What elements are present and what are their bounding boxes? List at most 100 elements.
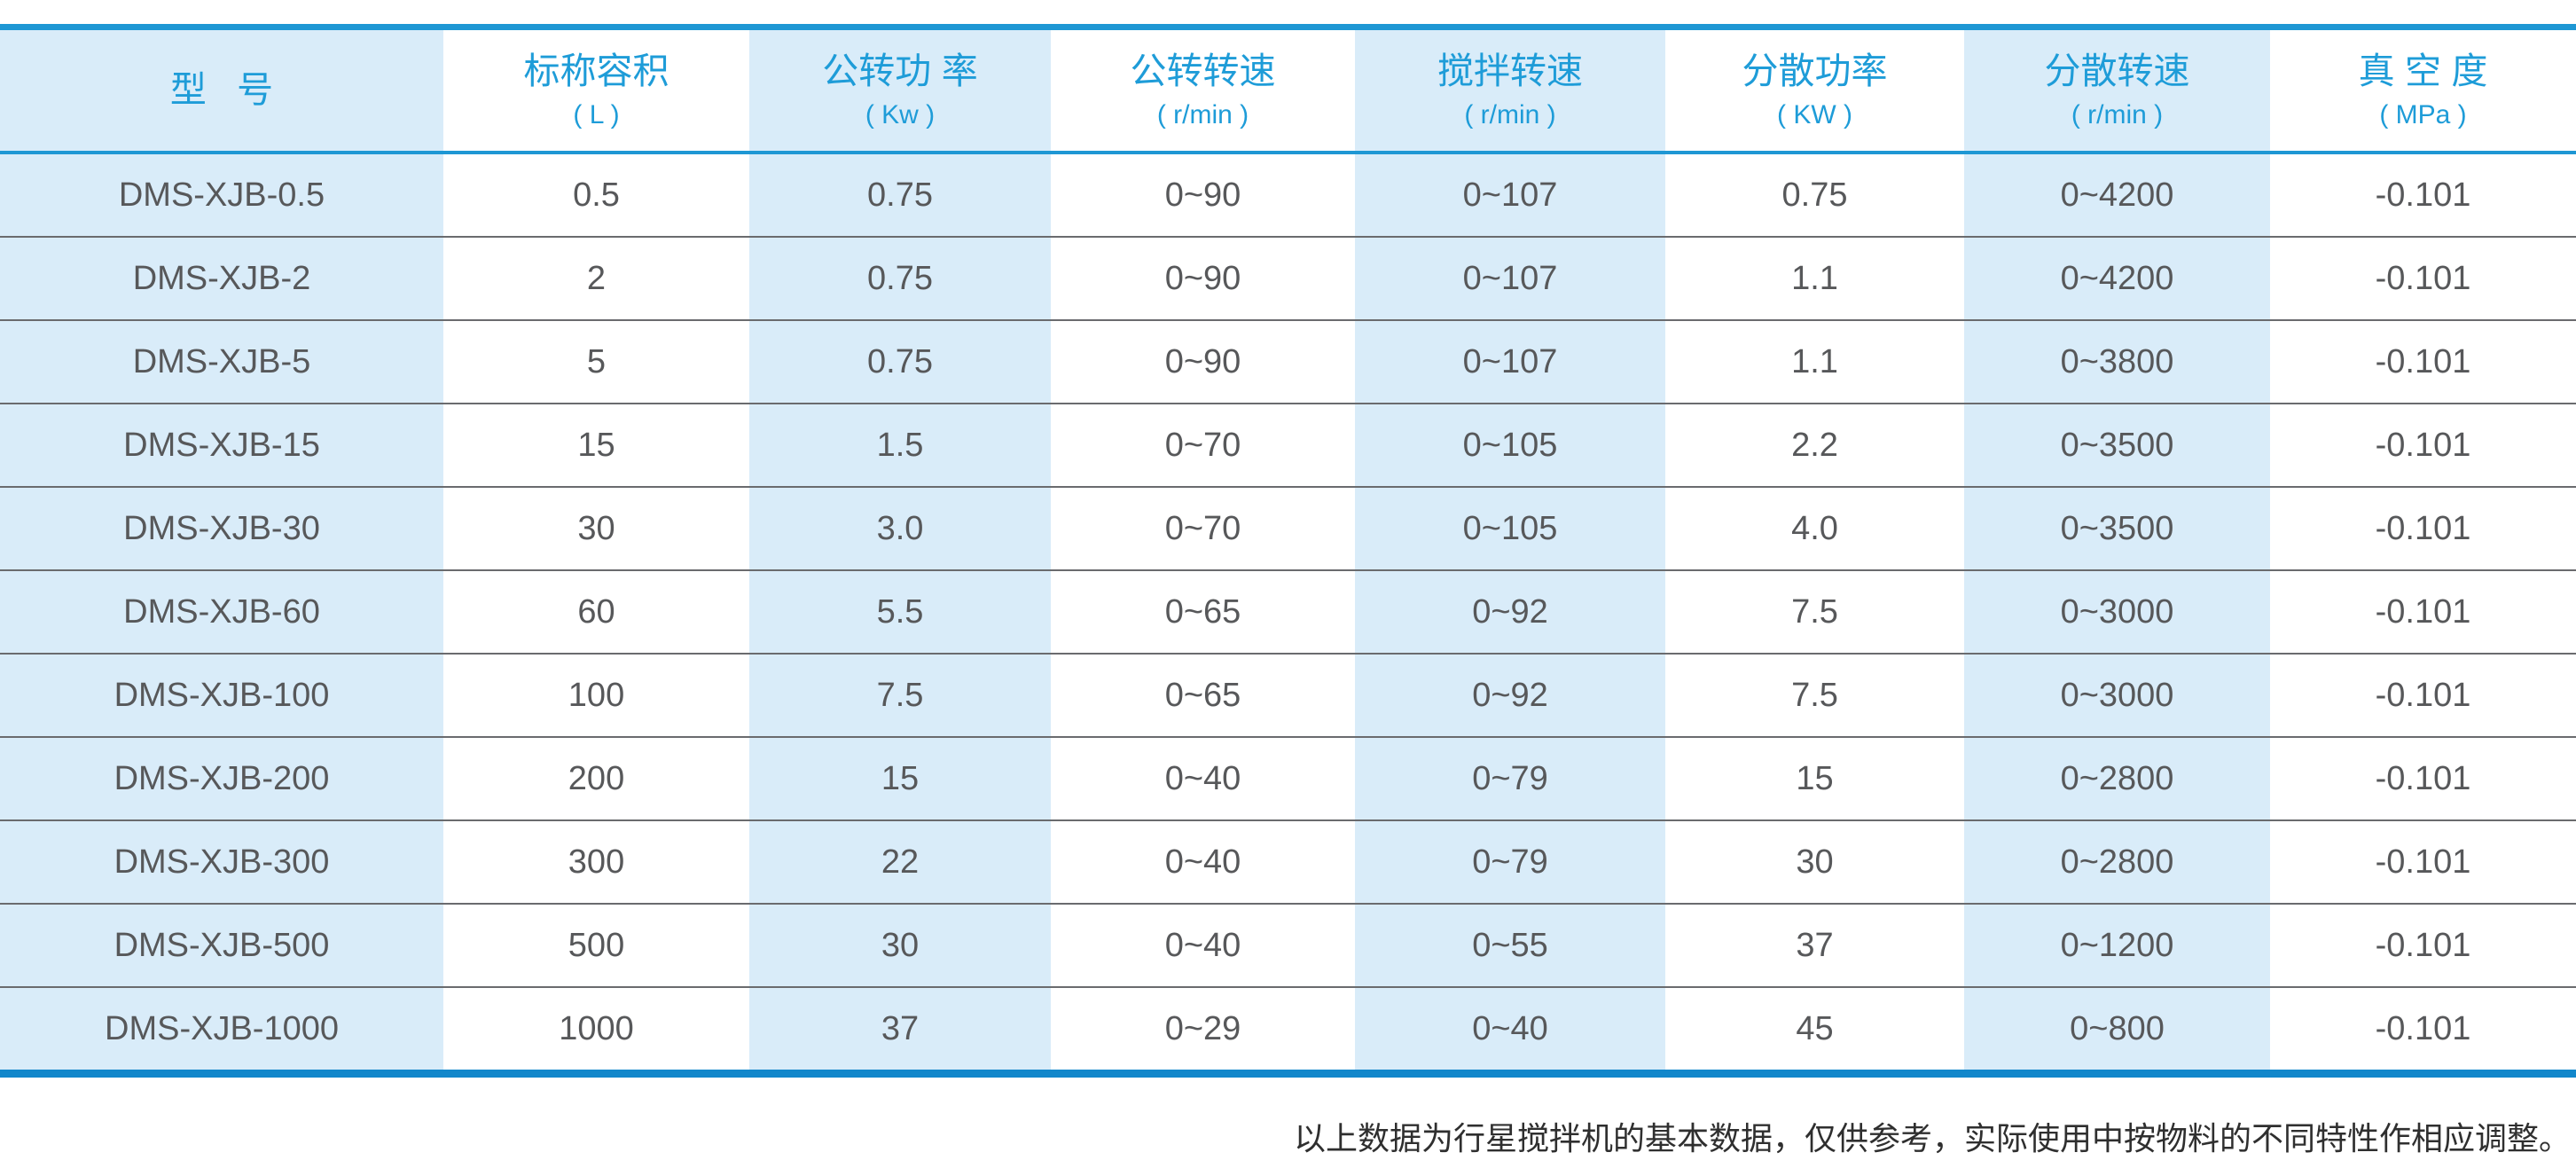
col-header-unit: ( r/min ) xyxy=(2071,99,2164,129)
value-cell: 0.5 xyxy=(573,176,620,214)
value-cell: 0.75 xyxy=(749,319,1051,404)
value-cell: 4.0 xyxy=(1665,486,1964,570)
value-cell: 0~40 xyxy=(1051,819,1355,904)
col-header-label: 分散功率 xyxy=(1742,51,1888,92)
value-cell: 0~90 xyxy=(1051,236,1355,320)
col-header-revolution-power: 公转功 率 ( Kw ) xyxy=(749,27,1051,154)
value-cell: 0~107 xyxy=(1355,236,1665,320)
value-cell: 0~3000 xyxy=(1964,653,2270,737)
value-cell: 22 xyxy=(749,819,1051,904)
value-cell: 0~4200 xyxy=(1964,153,2270,237)
model-cell: DMS-XJB-30 xyxy=(0,486,443,570)
model-cell: DMS-XJB-1000 xyxy=(0,986,443,1074)
value-cell: 7.5 xyxy=(749,653,1051,737)
value-cell: 0.75 xyxy=(749,236,1051,320)
col-header-dispersion-speed: 分散转速 ( r/min ) xyxy=(1964,27,2270,154)
value-cell: 200 xyxy=(443,736,749,820)
value-cell: 0~105 xyxy=(1355,486,1665,570)
value-cell: 0~2800 xyxy=(1964,736,2270,820)
value-cell: 0~29 xyxy=(1051,986,1355,1074)
value-cell: 7.5 xyxy=(1665,653,1964,737)
col-header-unit: ( r/min ) xyxy=(1156,99,1249,129)
col-header-unit: ( MPa ) xyxy=(2379,99,2467,129)
col-header-unit: ( Kw ) xyxy=(865,99,936,129)
value-cell: 0~40 xyxy=(1051,903,1355,987)
value-cell: 30 xyxy=(1665,819,1964,904)
value-cell: 0~65 xyxy=(1051,569,1355,654)
value-cell: -0.101 xyxy=(2270,236,2576,320)
value-cell: 37 xyxy=(1665,903,1964,987)
value-cell: -0.101 xyxy=(2375,176,2471,214)
value-cell: 1.1 xyxy=(1665,236,1964,320)
value-cell: 1000 xyxy=(443,986,749,1074)
value-cell: 0~1200 xyxy=(1964,903,2270,987)
table-row: DMS-XJB-60 60 5.5 0~65 0~92 7.5 0~3000 -0.101 xyxy=(0,569,2576,654)
col-header-vacuum-degree: 真 空 度 ( MPa ) xyxy=(2270,27,2576,154)
value-cell: 100 xyxy=(443,653,749,737)
value-cell: 0~800 xyxy=(1964,986,2270,1074)
table-row: DMS-XJB-0.5 0.5 0.75 0~90 0~107 0.75 0~4200 -0.… xyxy=(0,153,2576,237)
value-cell: 15 xyxy=(443,403,749,487)
col-header-label: 分散转速 xyxy=(2044,51,2190,92)
col-header-revolution-speed: 公转转速 ( r/min ) xyxy=(1051,27,1355,154)
header-row: 型 号 标称容积 ( L ) 公转功 率 ( Kw ) 公转转速 ( r/min… xyxy=(0,27,2576,154)
model-cell: DMS-XJB-200 xyxy=(0,736,443,820)
value-cell: 0~79 xyxy=(1355,819,1665,904)
value-cell: 0~40 xyxy=(1051,736,1355,820)
value-cell: -0.101 xyxy=(2270,569,2576,654)
value-cell: -0.101 xyxy=(2270,986,2576,1074)
value-cell: -0.101 xyxy=(2270,653,2576,737)
table-row: DMS-XJB-200 200 15 0~40 0~79 15 0~2800 -0.101 xyxy=(0,736,2576,820)
value-cell: 0~92 xyxy=(1355,569,1665,654)
value-cell: 30 xyxy=(443,486,749,570)
value-cell: 0~3500 xyxy=(1964,486,2270,570)
col-header-label: 公转功 率 xyxy=(822,51,978,92)
value-cell: 0.75 xyxy=(1781,176,1848,214)
col-header-unit: ( r/min ) xyxy=(1464,99,1556,129)
value-cell: 3.0 xyxy=(749,486,1051,570)
col-header-unit: ( KW ) xyxy=(1777,99,1852,129)
col-header-label: 搅拌转速 xyxy=(1437,51,1583,92)
value-cell: 0~3500 xyxy=(1964,403,2270,487)
value-cell: 0~4200 xyxy=(1964,236,2270,320)
col-header-label: 型 号 xyxy=(169,69,274,111)
value-cell: -0.101 xyxy=(2270,486,2576,570)
col-header-label: 标称容积 xyxy=(523,51,669,92)
value-cell: -0.101 xyxy=(2270,819,2576,904)
value-cell: 0~40 xyxy=(1355,986,1665,1074)
value-cell: 0~65 xyxy=(1051,653,1355,737)
value-cell: 0~90 xyxy=(1051,319,1355,404)
table-row: DMS-XJB-5 5 0.75 0~90 0~107 1.1 0~3800 -0.101 xyxy=(0,319,2576,404)
value-cell: 0~2800 xyxy=(1964,819,2270,904)
value-cell: 60 xyxy=(443,569,749,654)
value-cell: 1.5 xyxy=(749,403,1051,487)
value-cell: -0.101 xyxy=(2270,903,2576,987)
value-cell: 2.2 xyxy=(1665,403,1964,487)
value-cell: 0~70 xyxy=(1051,486,1355,570)
model-cell: DMS-XJB-5 xyxy=(0,319,443,404)
value-cell: 0~3800 xyxy=(1964,319,2270,404)
value-cell: 7.5 xyxy=(1665,569,1964,654)
value-cell: -0.101 xyxy=(2270,319,2576,404)
value-cell: 15 xyxy=(1665,736,1964,820)
value-cell: 0~92 xyxy=(1355,653,1665,737)
value-cell: 0~107 xyxy=(1355,153,1665,237)
model-cell: DMS-XJB-500 xyxy=(0,903,443,987)
value-cell: 5.5 xyxy=(749,569,1051,654)
value-cell: 37 xyxy=(749,986,1051,1074)
table-row: DMS-XJB-500 500 30 0~40 0~55 37 0~1200 -0.101 xyxy=(0,903,2576,987)
value-cell: 0~105 xyxy=(1355,403,1665,487)
footnote: 以上数据为行星搅拌机的基本数据，仅供参考，实际使用中按物料的不同特性作相应调整。 xyxy=(1293,1121,2571,1156)
value-cell: 2 xyxy=(443,236,749,320)
model-cell: DMS-XJB-2 xyxy=(0,236,443,320)
col-header-model: 型 号 xyxy=(0,27,443,154)
model-cell: DMS-XJB-100 xyxy=(0,653,443,737)
value-cell: -0.101 xyxy=(2270,403,2576,487)
col-header-label: 真 空 度 xyxy=(2358,51,2488,92)
col-header-nominal-capacity: 标称容积 ( L ) xyxy=(443,27,749,154)
value-cell: 0~70 xyxy=(1051,403,1355,487)
col-header-label: 公转转速 xyxy=(1130,51,1276,92)
model-cell: DMS-XJB-15 xyxy=(0,403,443,487)
value-cell: 0~55 xyxy=(1355,903,1665,987)
value-cell: -0.101 xyxy=(2270,736,2576,820)
